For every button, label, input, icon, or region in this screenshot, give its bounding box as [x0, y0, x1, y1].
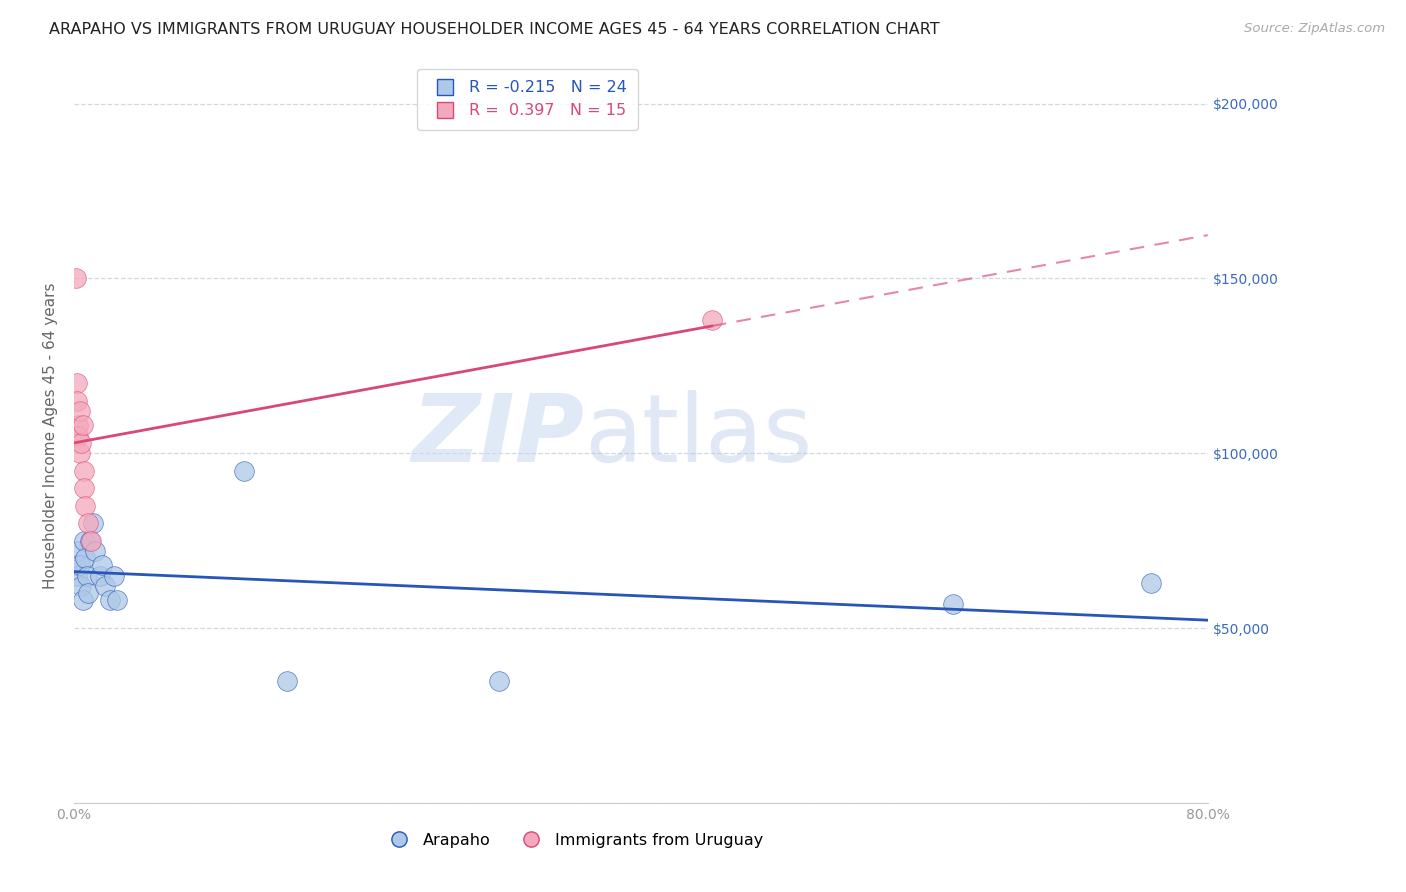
Point [276, 673, 298, 688]
Point [89, 569, 111, 583]
Point [66, 393, 89, 408]
Point [103, 569, 125, 583]
Point [66, 376, 89, 391]
Point [82, 516, 104, 531]
Point [72, 593, 94, 607]
Text: ZIP: ZIP [412, 390, 585, 482]
Legend: Arapaho, Immigrants from Uruguay: Arapaho, Immigrants from Uruguay [377, 826, 769, 854]
Point [70, 579, 93, 593]
Point [65, 558, 87, 573]
Point [67, 544, 90, 558]
Point [84, 544, 107, 558]
Point [233, 464, 256, 478]
Point [73, 464, 96, 478]
Point [67, 418, 90, 433]
Point [94, 579, 117, 593]
Y-axis label: Householder Income Ages 45 - 64 years: Householder Income Ages 45 - 64 years [44, 283, 58, 589]
Point [75, 551, 97, 566]
Text: atlas: atlas [585, 390, 813, 482]
Point [98, 593, 121, 607]
Point [91, 558, 114, 573]
Point [72, 418, 94, 433]
Point [79, 533, 101, 548]
Point [942, 597, 965, 611]
Point [80, 533, 103, 548]
Point [70, 436, 93, 450]
Point [73, 533, 96, 548]
Point [105, 593, 128, 607]
Point [65, 271, 87, 285]
Point [69, 446, 91, 460]
Point [76, 569, 98, 583]
Point [69, 404, 91, 418]
Point [66, 569, 89, 583]
Point [700, 313, 723, 327]
Point [73, 482, 96, 496]
Point [77, 586, 100, 600]
Point [488, 673, 510, 688]
Point [69, 558, 91, 573]
Point [67, 429, 90, 443]
Text: ARAPAHO VS IMMIGRANTS FROM URUGUAY HOUSEHOLDER INCOME AGES 45 - 64 YEARS CORRELA: ARAPAHO VS IMMIGRANTS FROM URUGUAY HOUSE… [49, 22, 939, 37]
Point [1140, 575, 1163, 590]
Point [77, 516, 100, 531]
Point [75, 499, 97, 513]
Text: Source: ZipAtlas.com: Source: ZipAtlas.com [1244, 22, 1385, 36]
